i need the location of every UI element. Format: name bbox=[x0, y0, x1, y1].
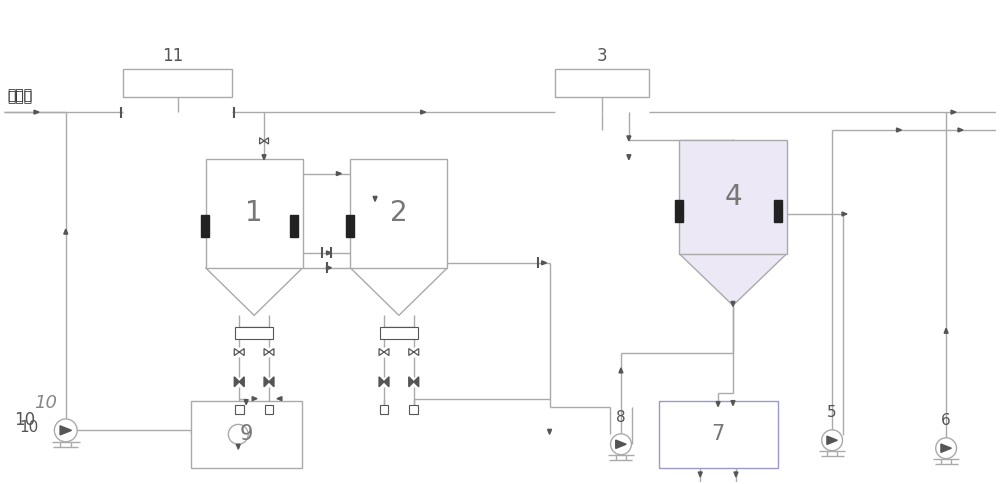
Polygon shape bbox=[616, 440, 626, 448]
Polygon shape bbox=[951, 110, 956, 114]
Polygon shape bbox=[264, 348, 274, 356]
Text: 3: 3 bbox=[596, 46, 607, 65]
Polygon shape bbox=[236, 444, 240, 449]
Bar bbox=[123, 70, 232, 97]
Bar bbox=[409, 405, 418, 414]
Polygon shape bbox=[264, 377, 269, 387]
Polygon shape bbox=[60, 426, 71, 435]
Text: 5: 5 bbox=[827, 406, 837, 421]
Bar bbox=[380, 405, 388, 414]
Polygon shape bbox=[958, 128, 963, 132]
Polygon shape bbox=[827, 436, 837, 444]
Polygon shape bbox=[679, 254, 787, 305]
Polygon shape bbox=[244, 400, 248, 405]
Polygon shape bbox=[731, 302, 735, 306]
Polygon shape bbox=[627, 155, 631, 160]
Polygon shape bbox=[716, 402, 720, 407]
Polygon shape bbox=[944, 328, 948, 333]
Polygon shape bbox=[414, 377, 419, 387]
Polygon shape bbox=[698, 472, 702, 477]
Circle shape bbox=[936, 438, 957, 459]
Polygon shape bbox=[350, 268, 447, 316]
Polygon shape bbox=[627, 136, 631, 141]
Circle shape bbox=[54, 419, 77, 442]
Text: 10: 10 bbox=[19, 420, 38, 435]
Polygon shape bbox=[327, 266, 331, 270]
Circle shape bbox=[228, 424, 248, 444]
Text: 粗盐水: 粗盐水 bbox=[7, 90, 32, 104]
Polygon shape bbox=[336, 172, 341, 176]
Polygon shape bbox=[409, 348, 419, 356]
Polygon shape bbox=[542, 261, 547, 265]
Text: 9: 9 bbox=[240, 424, 253, 444]
Bar bbox=[191, 401, 302, 468]
Polygon shape bbox=[239, 377, 244, 387]
Polygon shape bbox=[731, 401, 735, 406]
Polygon shape bbox=[548, 429, 552, 434]
Polygon shape bbox=[421, 110, 426, 114]
Bar bbox=[350, 159, 447, 268]
Bar bbox=[290, 215, 298, 237]
Polygon shape bbox=[384, 377, 389, 387]
Polygon shape bbox=[897, 128, 902, 132]
Bar bbox=[774, 200, 782, 222]
Bar bbox=[679, 140, 787, 254]
Text: 11: 11 bbox=[162, 46, 183, 65]
Bar bbox=[235, 327, 273, 339]
Bar bbox=[201, 215, 209, 237]
Bar bbox=[659, 401, 778, 468]
Polygon shape bbox=[64, 229, 68, 234]
Text: 4: 4 bbox=[724, 183, 742, 211]
Text: 8: 8 bbox=[616, 410, 626, 425]
Polygon shape bbox=[379, 348, 389, 356]
Polygon shape bbox=[234, 377, 239, 387]
Bar bbox=[265, 405, 273, 414]
Text: 7: 7 bbox=[711, 424, 725, 444]
Bar bbox=[675, 200, 683, 222]
Polygon shape bbox=[619, 368, 623, 373]
Polygon shape bbox=[260, 138, 269, 144]
Text: 6: 6 bbox=[941, 413, 951, 428]
Text: 粗盐水: 粗盐水 bbox=[7, 88, 32, 102]
Polygon shape bbox=[269, 377, 274, 387]
Polygon shape bbox=[262, 155, 266, 160]
Bar bbox=[235, 405, 244, 414]
Text: 1: 1 bbox=[245, 199, 263, 227]
Bar bbox=[206, 159, 303, 268]
Polygon shape bbox=[34, 110, 39, 114]
Circle shape bbox=[822, 430, 843, 451]
Polygon shape bbox=[277, 397, 282, 401]
Polygon shape bbox=[409, 377, 414, 387]
Text: 10: 10 bbox=[14, 411, 35, 429]
Bar bbox=[346, 215, 354, 237]
Polygon shape bbox=[379, 377, 384, 387]
Polygon shape bbox=[327, 251, 331, 255]
Polygon shape bbox=[941, 444, 951, 453]
Text: 10: 10 bbox=[34, 393, 57, 411]
Polygon shape bbox=[206, 268, 303, 316]
Text: 2: 2 bbox=[390, 199, 408, 227]
Polygon shape bbox=[252, 397, 257, 401]
Bar bbox=[555, 70, 649, 97]
Bar bbox=[380, 327, 418, 339]
Polygon shape bbox=[842, 212, 847, 216]
Polygon shape bbox=[373, 197, 377, 201]
Circle shape bbox=[611, 434, 631, 454]
Polygon shape bbox=[234, 348, 244, 356]
Polygon shape bbox=[734, 472, 738, 477]
